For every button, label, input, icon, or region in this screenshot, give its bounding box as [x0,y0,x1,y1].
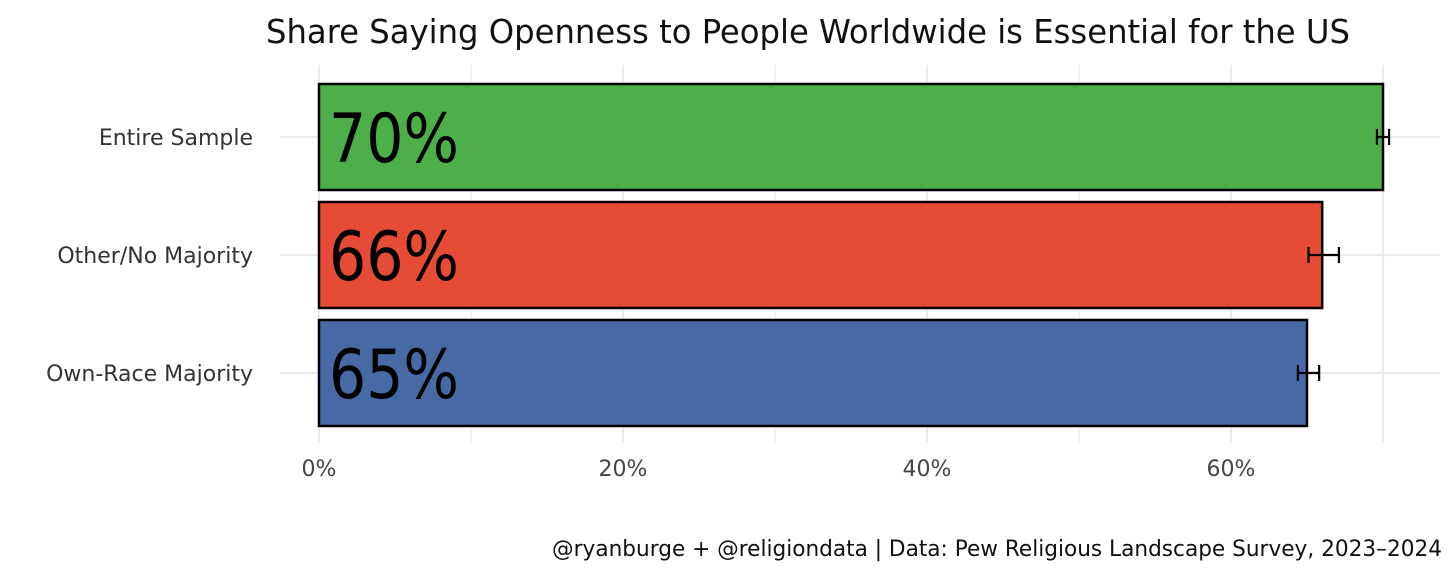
data-label-3: 65% [329,336,459,415]
x-tick-label: 0% [302,457,337,482]
chart-caption: @ryanburge + @religiondata | Data: Pew R… [552,537,1442,562]
data-label-1: 70% [329,100,459,179]
x-tick-label: 60% [1207,457,1256,482]
bars [317,82,1385,428]
chart-title: Share Saying Openness to People Worldwid… [266,12,1350,51]
bar-3 [317,318,1309,428]
bar-2 [317,200,1324,310]
category-label-3: Own-Race Majority [46,362,253,387]
category-label-1: Entire Sample [99,126,253,151]
category-labels: Entire Sample Other/No Majority Own-Race M… [46,126,253,387]
data-labels: 70% 66% 65% [329,100,459,415]
category-label-2: Other/No Majority [57,244,253,269]
bar-1 [317,82,1385,192]
x-axis-ticks: 0% 20% 40% 60% [302,457,1256,482]
error-bars [1296,129,1391,381]
error-bar-3 [1296,365,1321,381]
error-bar-2 [1307,247,1341,263]
error-bar-1 [1375,129,1391,145]
x-tick-label: 40% [903,457,952,482]
data-label-2: 66% [329,218,459,297]
x-tick-label: 20% [599,457,648,482]
